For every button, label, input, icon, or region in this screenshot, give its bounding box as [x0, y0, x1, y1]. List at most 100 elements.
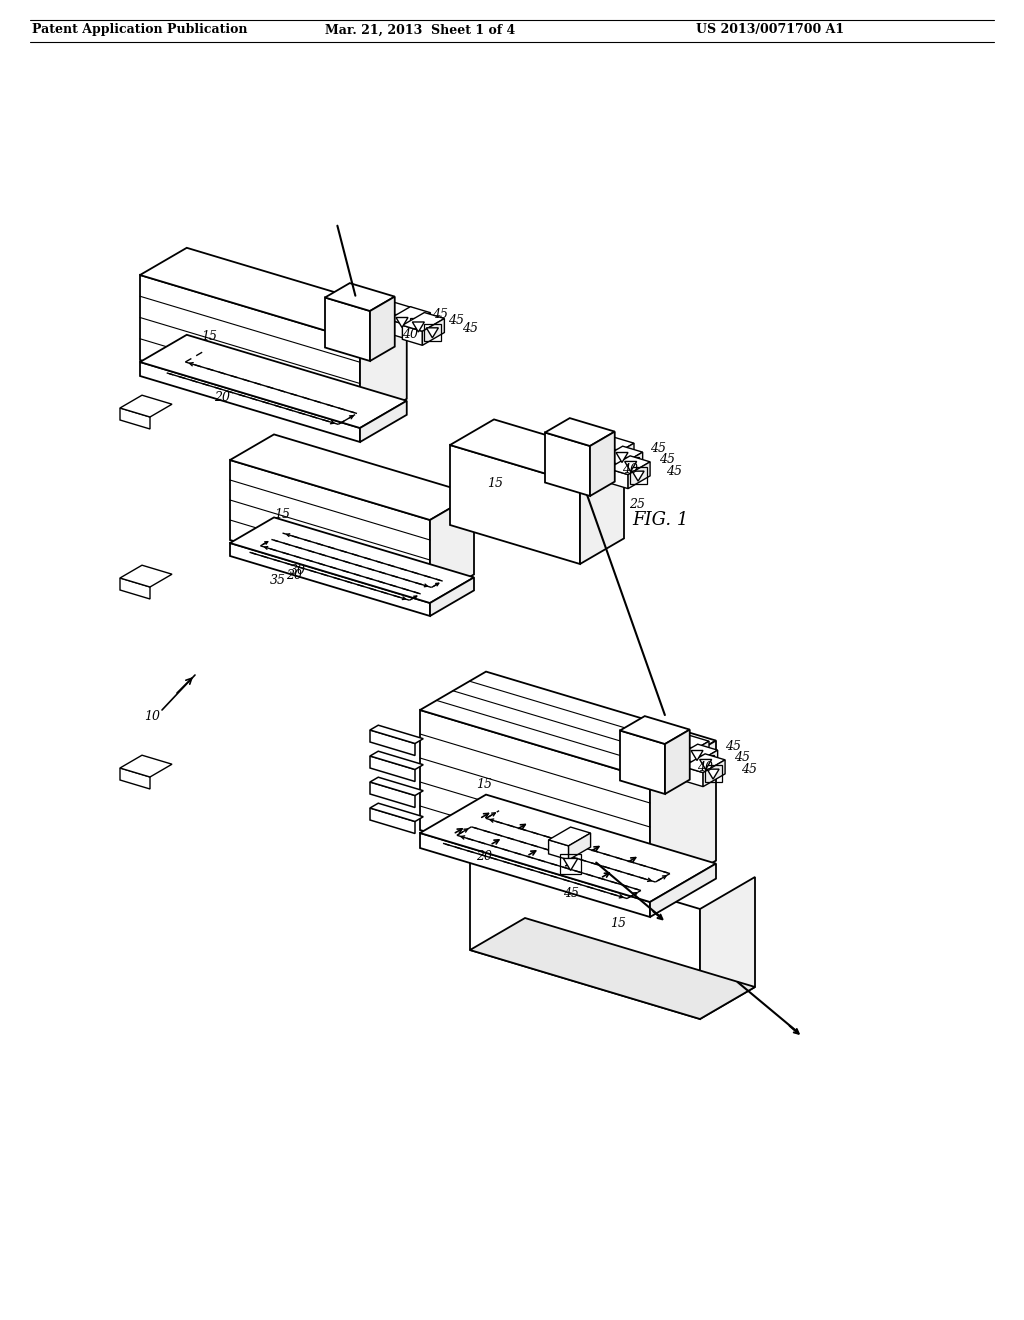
Text: 15: 15	[274, 507, 290, 520]
Polygon shape	[590, 432, 614, 496]
Polygon shape	[667, 748, 687, 768]
Polygon shape	[370, 756, 415, 781]
Polygon shape	[665, 730, 690, 795]
Polygon shape	[616, 453, 628, 462]
Polygon shape	[372, 315, 392, 335]
Polygon shape	[360, 314, 407, 426]
Text: 15: 15	[610, 917, 626, 929]
Polygon shape	[687, 742, 709, 768]
Text: 20: 20	[214, 391, 229, 404]
Text: 15: 15	[476, 779, 492, 791]
Text: 45: 45	[658, 454, 675, 466]
Text: 15: 15	[201, 330, 217, 343]
Polygon shape	[372, 302, 414, 321]
Text: 25: 25	[629, 498, 645, 511]
Polygon shape	[140, 275, 360, 426]
Polygon shape	[708, 770, 719, 779]
Text: 45: 45	[725, 741, 741, 754]
Polygon shape	[120, 395, 172, 417]
Polygon shape	[392, 308, 414, 335]
Polygon shape	[422, 318, 444, 346]
Polygon shape	[420, 672, 716, 779]
Text: 45: 45	[650, 442, 666, 455]
Polygon shape	[426, 327, 438, 338]
Polygon shape	[360, 401, 407, 442]
Polygon shape	[230, 543, 430, 616]
Polygon shape	[545, 418, 614, 446]
Text: 15: 15	[486, 477, 503, 490]
Polygon shape	[608, 455, 650, 475]
Polygon shape	[140, 335, 407, 428]
Polygon shape	[549, 828, 591, 846]
Text: Patent Application Publication: Patent Application Publication	[32, 24, 248, 37]
Text: 10: 10	[144, 710, 160, 723]
Text: 45: 45	[733, 751, 750, 764]
Polygon shape	[388, 306, 430, 326]
Polygon shape	[120, 768, 150, 789]
Polygon shape	[625, 462, 637, 471]
Polygon shape	[370, 730, 415, 755]
Polygon shape	[650, 741, 716, 899]
Text: 20: 20	[286, 569, 302, 582]
Polygon shape	[620, 730, 665, 795]
Text: 40: 40	[697, 762, 714, 775]
Polygon shape	[402, 325, 422, 346]
Polygon shape	[370, 297, 394, 360]
Polygon shape	[601, 446, 643, 465]
Polygon shape	[700, 876, 755, 1019]
Polygon shape	[120, 408, 150, 429]
Polygon shape	[601, 459, 621, 479]
Polygon shape	[545, 433, 590, 496]
Polygon shape	[420, 833, 650, 917]
Polygon shape	[420, 795, 716, 902]
Polygon shape	[230, 459, 430, 601]
Polygon shape	[140, 248, 407, 341]
Polygon shape	[325, 297, 370, 360]
Polygon shape	[325, 282, 394, 312]
Polygon shape	[695, 750, 718, 777]
Polygon shape	[230, 434, 474, 520]
Polygon shape	[592, 437, 634, 455]
Polygon shape	[430, 577, 474, 616]
Text: 45: 45	[741, 763, 757, 776]
Polygon shape	[703, 760, 725, 787]
Text: 40: 40	[623, 463, 638, 477]
Polygon shape	[370, 777, 423, 796]
Text: 45: 45	[666, 465, 682, 478]
Polygon shape	[120, 755, 172, 777]
Polygon shape	[676, 756, 695, 777]
Text: Mar. 21, 2013  Sheet 1 of 4: Mar. 21, 2013 Sheet 1 of 4	[325, 24, 515, 37]
Text: 45: 45	[463, 322, 478, 335]
Polygon shape	[676, 744, 718, 763]
Text: 20: 20	[476, 850, 493, 863]
Polygon shape	[388, 319, 409, 339]
Text: 35: 35	[270, 574, 286, 586]
Text: 45: 45	[562, 887, 579, 900]
Polygon shape	[450, 445, 580, 564]
Polygon shape	[691, 751, 703, 760]
Text: 45: 45	[449, 314, 464, 327]
Polygon shape	[230, 517, 474, 603]
Polygon shape	[620, 715, 690, 744]
Polygon shape	[632, 471, 644, 480]
Polygon shape	[612, 444, 634, 470]
Polygon shape	[683, 767, 703, 787]
Polygon shape	[650, 863, 716, 917]
Polygon shape	[370, 725, 423, 743]
Polygon shape	[396, 318, 408, 327]
Text: 40: 40	[402, 329, 419, 342]
Polygon shape	[413, 322, 424, 333]
Polygon shape	[420, 710, 650, 899]
Polygon shape	[621, 453, 643, 479]
Polygon shape	[628, 462, 650, 488]
Polygon shape	[699, 759, 712, 770]
Polygon shape	[470, 840, 700, 1019]
Polygon shape	[667, 735, 709, 754]
Text: 45: 45	[432, 308, 449, 321]
Text: FIG. 1: FIG. 1	[632, 511, 688, 529]
Polygon shape	[370, 751, 423, 770]
Polygon shape	[470, 917, 755, 1019]
Polygon shape	[370, 803, 423, 821]
Polygon shape	[683, 754, 725, 772]
Polygon shape	[409, 313, 430, 339]
